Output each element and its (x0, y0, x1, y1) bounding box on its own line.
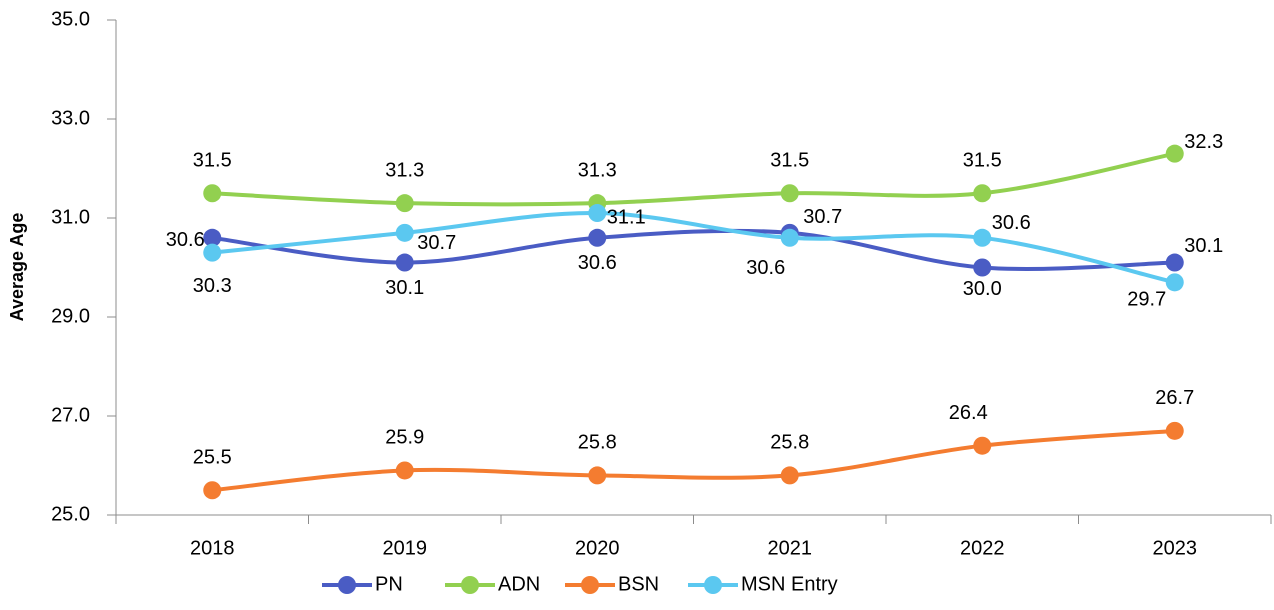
x-tick-label: 2018 (190, 537, 235, 559)
x-tick-label: 2021 (768, 537, 813, 559)
legend-marker (338, 576, 356, 594)
data-label: 30.3 (193, 275, 232, 297)
point (395, 253, 414, 272)
data-label: 32.3 (1184, 131, 1223, 153)
point (588, 228, 607, 247)
y-tick-label: 27.0 (51, 404, 90, 426)
data-label: 25.9 (385, 427, 424, 449)
point (1165, 421, 1184, 440)
point (780, 184, 799, 203)
data-label: 31.5 (193, 150, 232, 172)
data-label: 31.3 (578, 159, 617, 181)
series-line (212, 211, 1176, 285)
y-tick-label: 31.0 (51, 206, 90, 228)
x-tick-label: 2022 (960, 537, 1005, 559)
data-label: 30.0 (963, 278, 1002, 300)
y-axis-label: Average Age (7, 213, 27, 322)
legend-label: MSN Entry (741, 573, 838, 595)
legend-label: PN (375, 573, 403, 595)
point (203, 184, 222, 203)
data-label: 30.6 (746, 257, 785, 279)
data-label: 31.5 (770, 150, 809, 172)
data-label: 31.5 (963, 150, 1002, 172)
point (973, 184, 992, 203)
data-label: 25.8 (578, 432, 617, 454)
point (780, 228, 799, 247)
y-tick-label: 25.0 (51, 503, 90, 525)
legend-label: BSN (618, 573, 659, 595)
point (395, 223, 414, 242)
point (203, 243, 222, 262)
point (203, 228, 222, 247)
data-label: 30.7 (803, 206, 842, 228)
point (1165, 253, 1184, 272)
data-label: 30.6 (166, 229, 205, 251)
data-label: 30.1 (385, 277, 424, 299)
y-tick-label: 35.0 (51, 8, 90, 30)
point (588, 466, 607, 485)
x-tick-label: 2023 (1153, 537, 1198, 559)
point (973, 436, 992, 455)
data-label: 31.1 (607, 206, 646, 228)
data-label: 29.7 (1127, 289, 1166, 311)
point (973, 228, 992, 247)
x-tick-label: 2020 (575, 537, 620, 559)
point (395, 194, 414, 213)
data-label: 26.4 (949, 402, 988, 424)
data-label: 30.6 (578, 252, 617, 274)
y-tick-label: 29.0 (51, 305, 90, 327)
x-tick-label: 2019 (383, 537, 428, 559)
data-label: 25.5 (193, 447, 232, 469)
data-label: 30.6 (992, 212, 1031, 234)
series-line (212, 428, 1175, 493)
legend-marker (581, 576, 599, 594)
series-line (211, 228, 1175, 271)
data-label: 30.1 (1184, 235, 1223, 257)
legend-label: ADN (498, 573, 540, 595)
y-tick-label: 33.0 (51, 107, 90, 129)
legend-marker (461, 576, 479, 594)
point (395, 461, 414, 480)
point (780, 466, 799, 485)
point (1165, 273, 1184, 292)
legend-marker (704, 576, 722, 594)
point (973, 258, 992, 277)
data-label: 25.8 (770, 432, 809, 454)
point (1165, 144, 1184, 163)
data-label: 26.7 (1155, 387, 1194, 409)
data-label: 30.7 (417, 232, 456, 254)
point (203, 481, 222, 500)
data-label: 31.3 (385, 159, 424, 181)
point (588, 204, 607, 223)
series-line (212, 151, 1176, 207)
